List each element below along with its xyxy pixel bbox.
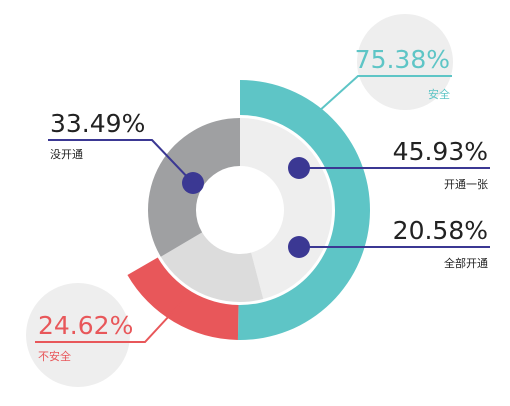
donut-segment bbox=[237, 80, 371, 340]
label-bubble bbox=[26, 283, 130, 387]
category-label: 全部开通 bbox=[444, 256, 488, 270]
label-bubble bbox=[357, 14, 453, 110]
value-label: 75.38% bbox=[355, 45, 450, 74]
value-label: 33.49% bbox=[50, 109, 145, 138]
donut-segment bbox=[160, 232, 264, 302]
value-label: 45.93% bbox=[393, 137, 488, 166]
leader-line bbox=[48, 139, 194, 184]
category-label: 没开通 bbox=[50, 148, 83, 161]
leader-line bbox=[35, 301, 183, 343]
category-label: 不安全 bbox=[38, 349, 71, 363]
category-label: 安全 bbox=[428, 87, 450, 101]
donut-segment bbox=[240, 118, 332, 300]
category-label: 开通一张 bbox=[444, 178, 488, 191]
donut-segment bbox=[127, 257, 239, 340]
value-label: 20.58% bbox=[393, 216, 488, 245]
value-label: 24.62% bbox=[38, 311, 133, 340]
leader-line bbox=[317, 75, 452, 113]
